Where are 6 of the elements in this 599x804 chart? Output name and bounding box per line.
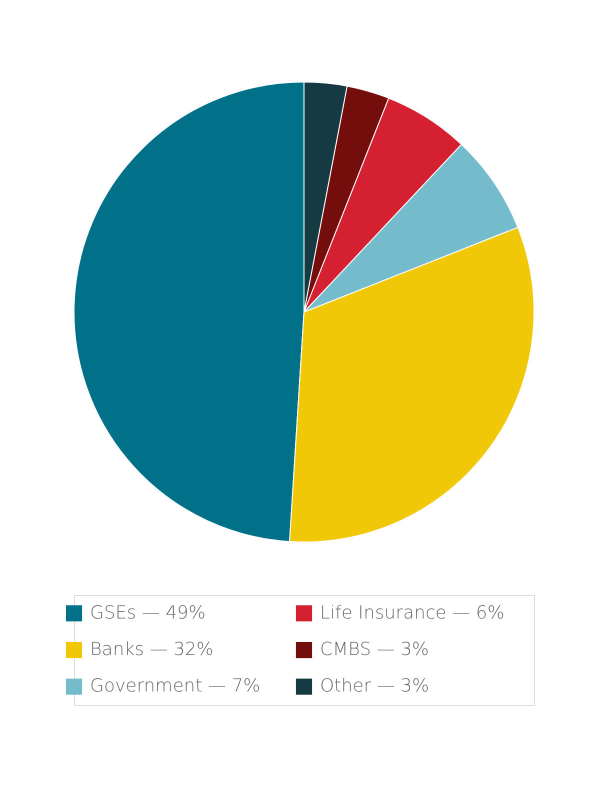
legend-label: Life Insurance — 6%	[320, 602, 504, 624]
legend-label: Other — 3%	[320, 676, 430, 697]
legend-label: GSEs — 49%	[90, 602, 206, 624]
legend-label: Banks — 32%	[90, 639, 214, 660]
legend-label: Government — 7%	[90, 676, 260, 697]
legend-label: CMBS — 3%	[320, 639, 429, 660]
